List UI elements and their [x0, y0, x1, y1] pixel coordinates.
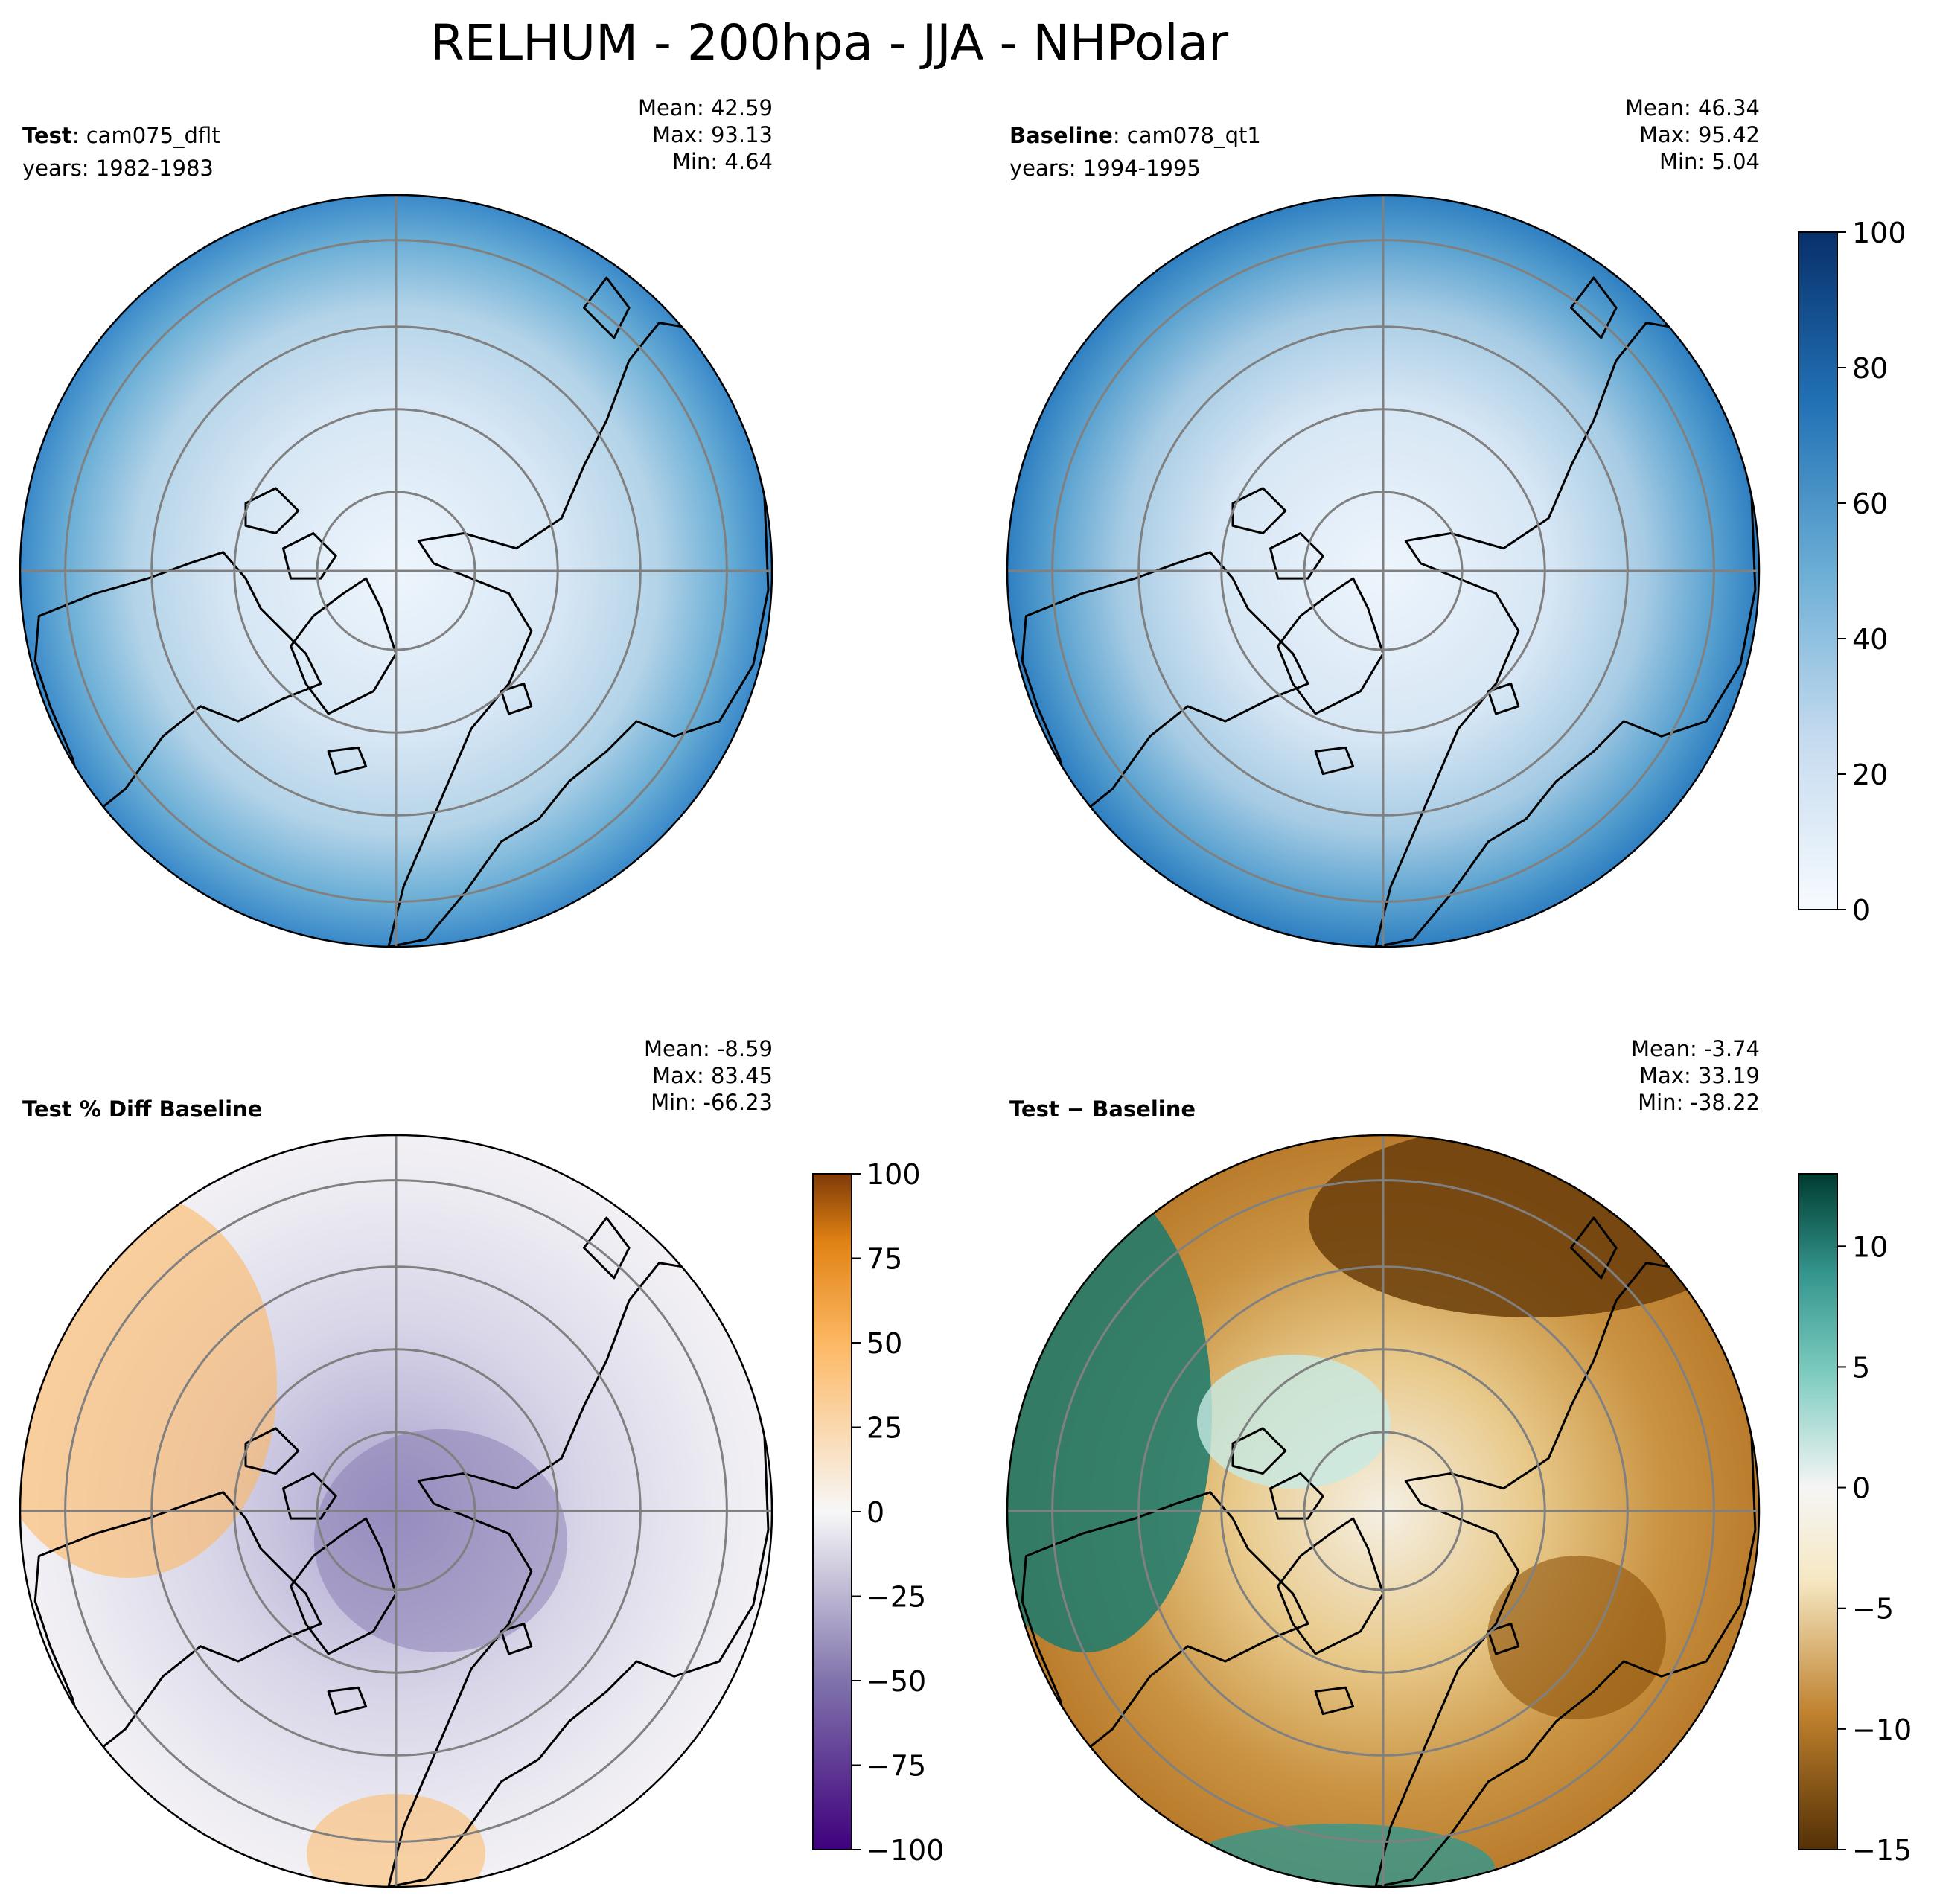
map-boundary [19, 194, 773, 948]
colorbar-gradient [812, 1173, 852, 1850]
positive-anomaly [1182, 1824, 1495, 1887]
colorbar-gradient [1798, 231, 1838, 910]
colorbar-tick-label: 10 [1852, 1230, 1888, 1263]
colorbar: −100 −75 −50 −25 0 25 50 75 100 [812, 1158, 944, 1867]
stat-mean: Mean: -3.74 [1631, 1036, 1760, 1061]
colorbar-tick-label: −75 [867, 1750, 926, 1783]
map-boundary [1006, 194, 1761, 948]
coastline [1231, 1427, 1287, 1475]
panel-title-rest: : cam075_dflt [72, 123, 220, 148]
map-field [20, 1135, 772, 1887]
positive-anomaly [1197, 1355, 1391, 1489]
stat-max: Max: 83.45 [652, 1063, 773, 1088]
stat-mean: Mean: 42.59 [638, 95, 773, 121]
coastline [282, 532, 337, 580]
stat-min: Min: -66.23 [651, 1090, 773, 1115]
stat-mean: Mean: 46.34 [1625, 95, 1760, 121]
coastline [1314, 1686, 1355, 1716]
panel-title: Test: cam075_dflt [22, 123, 220, 148]
panel-title-bold: Test % Diff Baseline [22, 1096, 262, 1122]
coastline [1231, 487, 1287, 534]
colorbar-tick-label: −10 [1852, 1713, 1912, 1746]
colorbar-tick-label: −15 [1852, 1834, 1912, 1867]
coastline [282, 1472, 337, 1520]
coastline [1487, 1623, 1520, 1655]
colorbar-tick-label: 0 [1852, 894, 1870, 927]
stat-max: Max: 33.19 [1639, 1063, 1760, 1088]
stat-max: Max: 93.13 [652, 122, 773, 147]
negative-anomaly [1309, 1135, 1755, 1317]
panel-title-bold: Test [22, 123, 72, 148]
colorbar-tick-label: 50 [867, 1327, 902, 1360]
figure-title: RELHUM - 200hpa - JJA - NHPolar [430, 14, 1229, 71]
colorbar: 0 20 40 60 80 100 [1798, 217, 1906, 927]
coastline [244, 1427, 300, 1475]
coastline [1570, 1216, 1618, 1280]
colorbar-tick-label: 100 [867, 1158, 921, 1191]
colorbar-tick-label: 5 [1852, 1351, 1870, 1384]
coastline [1269, 1472, 1324, 1520]
colorbar-tick-label: 60 [1852, 488, 1888, 520]
coastline [1570, 276, 1618, 339]
colorbar-tick-label: −100 [867, 1834, 944, 1867]
coastline [1277, 577, 1385, 715]
coastline [290, 577, 398, 715]
colorbar-tick-label: 75 [867, 1243, 902, 1276]
colorbar-tick-label: 80 [1852, 352, 1888, 385]
colorbar-tick-label: 25 [867, 1412, 902, 1445]
colorbar-tick-label: 100 [1852, 217, 1906, 249]
colorbar-tick-label: 20 [1852, 758, 1888, 791]
coastline [583, 276, 631, 339]
stat-min: Min: -38.22 [1638, 1090, 1760, 1115]
colorbar-gradient [1798, 1173, 1838, 1850]
colorbar-tick-label: −25 [867, 1581, 926, 1614]
coastline [500, 1623, 533, 1655]
coastline [327, 1686, 368, 1716]
map-panel-0: Test: cam075_dflt years: 1982-1983 Mean: 4… [19, 95, 773, 948]
panel-title-rest: : cam078_qt1 [1113, 123, 1261, 148]
stat-max: Max: 95.42 [1639, 122, 1760, 147]
negative-anomaly [314, 1429, 567, 1652]
colorbar-tick-label: 40 [1852, 623, 1888, 656]
coastline [583, 1216, 631, 1280]
positive-anomaly [1007, 1176, 1212, 1652]
map-field [1007, 1135, 1759, 1887]
coastline [244, 487, 300, 534]
colorbar: −15 −10 −5 0 5 10 [1798, 1173, 1912, 1867]
panel-title-bold: Baseline [1009, 123, 1113, 148]
coastline [500, 683, 533, 715]
coastline [1277, 1517, 1385, 1655]
coastline [1487, 683, 1520, 715]
coastline [327, 746, 368, 776]
map-boundary [19, 1134, 773, 1888]
map-field [20, 195, 772, 947]
negative-anomaly [1487, 1556, 1666, 1719]
colorbar-tick-label: −5 [1852, 1593, 1894, 1626]
coastline [1314, 746, 1355, 776]
map-panel-1: Baseline: cam078_qt1 years: 1994-1995 Mean… [1006, 95, 1906, 948]
colorbar-tick-label: 0 [1852, 1472, 1870, 1505]
stat-min: Min: 5.04 [1659, 149, 1760, 174]
panel-title-bold: Test − Baseline [1009, 1096, 1196, 1122]
coastline [290, 1517, 398, 1655]
map-field [1007, 195, 1759, 947]
panel-title: Test % Diff Baseline [22, 1096, 262, 1122]
map-boundary [1006, 1134, 1761, 1888]
panel-title: Baseline: cam078_qt1 [1009, 123, 1261, 148]
stat-mean: Mean: -8.59 [644, 1036, 773, 1061]
panel-years: years: 1994-1995 [1009, 156, 1201, 181]
colorbar-tick-label: 0 [867, 1496, 884, 1529]
colorbar-tick-label: −50 [867, 1665, 926, 1698]
panel-years: years: 1982-1983 [22, 156, 214, 181]
coastline [1269, 532, 1324, 580]
stat-min: Min: 4.64 [672, 149, 773, 174]
panel-title: Test − Baseline [1009, 1096, 1196, 1122]
